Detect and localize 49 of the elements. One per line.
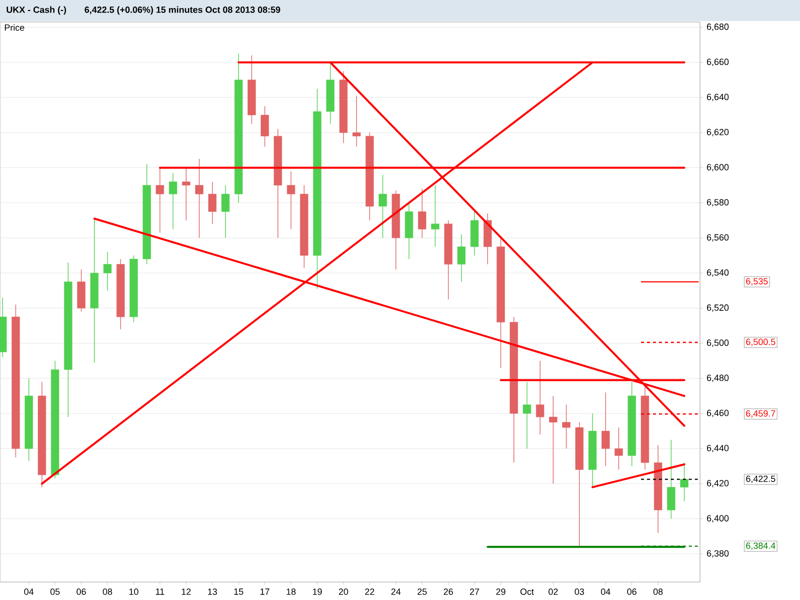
ref-line-label: 6,535: [746, 278, 768, 286]
y-tick-label: 6,540: [706, 269, 729, 277]
y-tick-label: 6,500: [706, 340, 729, 347]
x-tick-label: 26: [444, 588, 453, 595]
ref-line-label: 6,500.5: [746, 338, 776, 346]
x-tick-label: 20: [338, 588, 348, 595]
x-tick-label: 04: [24, 588, 34, 595]
x-tick-label: 05: [50, 588, 60, 595]
y-tick-label: 6,420: [706, 480, 729, 488]
x-tick-label: 12: [182, 588, 191, 595]
chart-title: UKX - Cash (-): [6, 6, 66, 15]
x-tick-label: 29: [496, 588, 506, 595]
x-tick-label: 11: [156, 588, 164, 595]
chart-subtitle: 6,422.5 (+0.06%) 15 minutes Oct 08 2013 08:59: [84, 6, 280, 15]
y-tick-label: 6,400: [706, 515, 729, 522]
ref-line-label: 6,459.7: [746, 410, 776, 418]
x-tick-label: 03: [574, 588, 584, 595]
x-tick-label: 19: [312, 588, 322, 595]
y-tick-label: 6,380: [706, 550, 729, 558]
x-tick-label: Oct: [520, 588, 534, 595]
x-tick-label: 15: [234, 588, 244, 595]
y-tick-label: 6,600: [706, 164, 729, 172]
x-tick-label: 22: [365, 588, 374, 595]
y-tick-label: 6,660: [706, 58, 729, 66]
y-tick-label: 6,520: [706, 304, 729, 312]
ref-line-label: 6,384.4: [746, 542, 776, 550]
x-tick-label: 06: [76, 588, 86, 595]
y-tick-label: 6,440: [706, 444, 729, 452]
y-tick-label: 6,680: [706, 24, 729, 31]
x-tick-label: 06: [627, 588, 636, 595]
y-tick-label: 6,640: [706, 94, 729, 102]
y-tick-label: 6,560: [706, 234, 729, 242]
y-axis-title: Price: [4, 24, 24, 31]
y-tick-label: 6,480: [706, 374, 729, 382]
y-tick-label: 6,620: [706, 128, 729, 136]
x-tick-label: 24: [391, 588, 401, 595]
y-tick-label: 6,460: [706, 410, 729, 418]
x-tick-label: 27: [470, 588, 480, 595]
x-tick-label: 08: [653, 588, 663, 595]
x-tick-label: 18: [286, 588, 296, 595]
x-tick-label: 10: [129, 588, 138, 595]
x-tick-label: 25: [418, 588, 427, 595]
ref-line-label: 6,422.5: [746, 476, 776, 483]
x-tick-label: 08: [102, 588, 112, 595]
x-tick-label: 17: [260, 588, 270, 595]
y-tick-label: 6,580: [706, 199, 729, 207]
x-tick-label: 02: [548, 588, 558, 595]
x-tick-label: 04: [600, 588, 610, 595]
x-tick-label: 13: [208, 588, 217, 595]
